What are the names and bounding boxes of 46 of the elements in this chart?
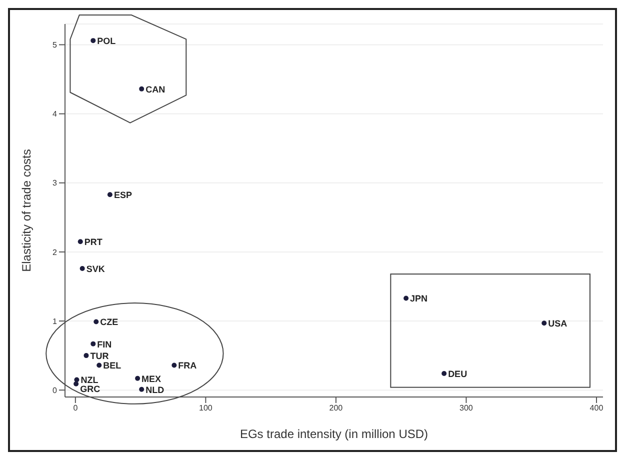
y-tick-label: 5: [52, 40, 58, 50]
point: [96, 362, 102, 368]
point: [74, 381, 79, 386]
annotation: DEU: [448, 369, 468, 380]
annotation: NLD: [146, 384, 165, 395]
x-tick-label: 300: [460, 404, 474, 413]
x-tick-label: 0: [73, 404, 78, 413]
point: [404, 296, 409, 301]
annotation: POL: [97, 36, 116, 46]
y-tick-label: 4: [52, 110, 58, 119]
point: [139, 386, 144, 392]
annotation: TUR: [90, 351, 110, 362]
annotation: FIN: [97, 339, 112, 350]
point: [107, 192, 112, 198]
annotation: ESP: [114, 190, 132, 200]
annotation: PRT: [84, 237, 103, 248]
annotation: GRC: [80, 384, 101, 394]
x-tick-label: 400: [590, 404, 604, 413]
y-tick-label: 0: [52, 386, 58, 395]
point: [442, 371, 447, 376]
x-tick-label: 200: [329, 404, 344, 413]
annotation: CAN: [146, 84, 166, 94]
y-tick-label: 1: [52, 316, 58, 326]
point: [135, 376, 140, 381]
annotation: CZE: [100, 317, 118, 328]
x-axis-title: EGs trade intensity (in million USD): [240, 427, 428, 441]
x-tick-label: 100: [199, 404, 213, 413]
point: [78, 239, 83, 244]
point: [90, 341, 96, 346]
point: [172, 362, 177, 368]
y-tick-label: 3: [52, 178, 58, 188]
annotation: NZL: [80, 375, 99, 386]
annotation: USA: [548, 318, 568, 329]
annotation: JPN: [410, 294, 428, 304]
annotation: BEL: [103, 360, 122, 371]
point: [90, 38, 96, 44]
y-tick-label: 2: [52, 248, 58, 257]
point: [542, 320, 547, 326]
point: [94, 319, 99, 324]
y-axis-title: Elasticity of trade costs: [19, 149, 34, 272]
annotation: MEX: [142, 374, 162, 384]
annotation: SVK: [86, 264, 106, 274]
point: [84, 353, 89, 358]
point: [139, 86, 144, 92]
annotation: FRA: [178, 360, 198, 371]
point: [80, 266, 85, 272]
